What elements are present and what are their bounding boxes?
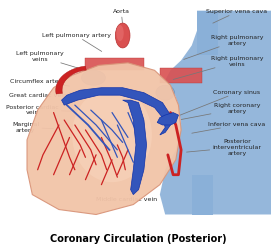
Text: Middle cardiac vein: Middle cardiac vein [96, 184, 157, 202]
Text: Aorta: Aorta [113, 10, 130, 23]
Text: Posterior
interventricular
artery: Posterior interventricular artery [186, 139, 262, 156]
Text: Right coronary
artery: Right coronary artery [181, 104, 260, 120]
Polygon shape [157, 112, 178, 125]
Text: Right pulmonary
artery: Right pulmonary artery [184, 35, 263, 59]
Text: Great cardiac vein: Great cardiac vein [9, 91, 88, 98]
Text: Inferior vena cava: Inferior vena cava [192, 122, 266, 133]
Text: Coronary Circulation (Posterior): Coronary Circulation (Posterior) [50, 234, 227, 244]
Text: Right pulmonary
veins: Right pulmonary veins [173, 56, 263, 80]
Ellipse shape [116, 25, 124, 41]
Text: Marginal
artery: Marginal artery [12, 122, 53, 133]
Text: Left pulmonary
veins: Left pulmonary veins [16, 51, 83, 70]
Polygon shape [86, 58, 144, 70]
Ellipse shape [72, 88, 152, 182]
Polygon shape [192, 175, 213, 214]
Polygon shape [62, 88, 170, 135]
Ellipse shape [81, 70, 105, 85]
Text: Superior vena cava: Superior vena cava [206, 10, 268, 23]
Polygon shape [197, 11, 218, 56]
Ellipse shape [115, 23, 130, 48]
Polygon shape [27, 63, 181, 214]
Text: Circumflex artery: Circumflex artery [10, 79, 69, 86]
Text: Left pulmonary artery: Left pulmonary artery [42, 33, 111, 52]
Text: Posterior cardiac
vein: Posterior cardiac vein [6, 105, 75, 116]
Polygon shape [123, 100, 147, 194]
Ellipse shape [156, 85, 174, 100]
Polygon shape [160, 11, 271, 214]
Text: Coronary sinus: Coronary sinus [180, 90, 260, 115]
Polygon shape [160, 68, 202, 83]
Polygon shape [56, 66, 86, 94]
